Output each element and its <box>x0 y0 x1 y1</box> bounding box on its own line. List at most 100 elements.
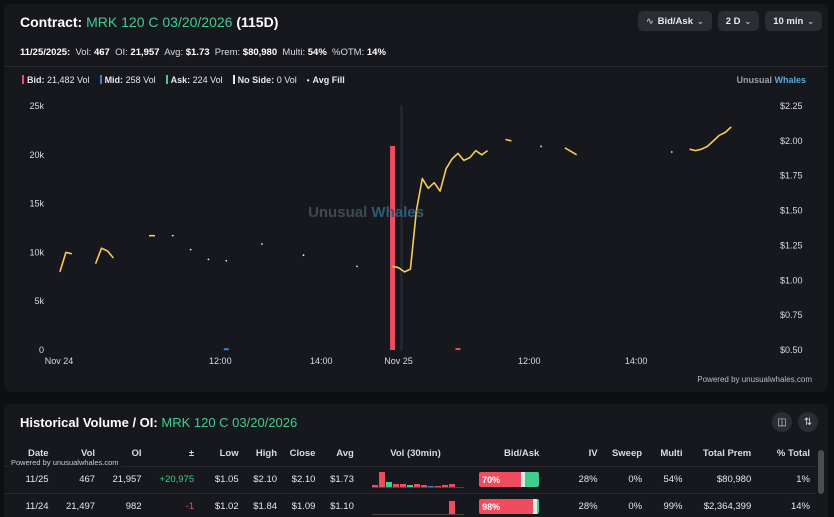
cell-high: $1.84 <box>244 492 284 517</box>
avg-fill-point <box>356 265 358 268</box>
cell-date: 11/24 <box>4 492 55 517</box>
cell-avg: $1.10 <box>321 492 360 517</box>
expand-icon[interactable]: ⇅ <box>798 412 818 432</box>
interval-dropdown[interactable]: 10 min ⌄ <box>765 11 822 31</box>
scrollbar[interactable] <box>818 450 824 494</box>
x-tick-label: 12:00 <box>518 356 541 366</box>
col-sweep[interactable]: Sweep <box>611 448 643 460</box>
stats-line: 11/25/2025: Vol: 467 OI: 21,957 Avg: $1.… <box>20 47 386 58</box>
col-vol[interactable]: Vol <box>80 448 96 460</box>
table-row[interactable]: 11/24 21,497 982 -1 $1.02 $1.84 $1.09 $1.10 98% 2… <box>4 492 816 517</box>
right-tick-label: $0.75 <box>780 310 803 320</box>
history-powered-by: Powered by unusualwhales.com <box>9 458 121 467</box>
chevron-down-icon: ⌄ <box>744 16 752 26</box>
chart-line-icon: ∿ <box>646 15 654 26</box>
table-row[interactable]: 11/25 467 21,957 +20,975 $1.05 $2.10 $2.10 $1.7… <box>4 465 816 493</box>
range-label: 2 D <box>725 15 741 27</box>
avg-fill-point <box>225 259 228 262</box>
prem-value: $80,980 <box>242 47 278 58</box>
legend-ask[interactable]: Ask: 224 Vol <box>165 75 223 85</box>
divider <box>4 66 828 67</box>
left-tick-label: 0 <box>39 345 44 355</box>
price-volume-chart[interactable]: 25k 20k 15k 10k 5k 0 $2.25 $2.00 $1.75 $1.50 $1.25… <box>4 92 828 392</box>
bid-ask-label: Bid/Ask <box>657 15 693 27</box>
cell-bidask: 70% <box>471 465 573 493</box>
cell-iv: 28% <box>572 465 604 493</box>
contract-name: MRK 120 C 03/20/2026 <box>86 14 233 30</box>
cell-multi: 54% <box>648 465 689 493</box>
avg-fill-point <box>189 248 192 251</box>
cell-chg: -1 <box>147 492 201 517</box>
columns-icon[interactable]: ◫ <box>772 412 792 432</box>
left-tick-label: 20k <box>29 150 44 160</box>
vol30-bar <box>441 485 448 487</box>
avg-label: Avg: <box>164 47 184 58</box>
x-tick-label: 14:00 <box>625 356 648 366</box>
cell-date: 11/25 <box>4 465 55 493</box>
chart-legend: Bid: 21,482 Vol Mid: 258 Vol Ask: 224 Vo… <box>22 75 345 85</box>
col-multi[interactable]: Multi <box>660 448 683 460</box>
cell-bidask: 98% <box>471 492 573 517</box>
cell-total: 14% <box>757 492 816 517</box>
cell-vol: 467 <box>54 465 102 493</box>
right-tick-label: $1.50 <box>780 206 803 216</box>
x-tick-label: 12:00 <box>209 356 232 366</box>
volume-bar-bid <box>455 348 461 351</box>
range-dropdown[interactable]: 2 D ⌄ <box>717 11 760 31</box>
cell-low: $1.02 <box>200 492 245 517</box>
contract-title: Contract: MRK 120 C 03/20/2026 (115D) <box>20 14 278 30</box>
avg-fill-line <box>59 251 72 273</box>
cell-vol30 <box>359 492 472 517</box>
legend-no-side[interactable]: No Side: 0 Vol <box>232 75 297 85</box>
vol-label: Vol: <box>75 47 92 58</box>
vol30-bar <box>413 483 420 487</box>
chevron-down-icon: ⌄ <box>807 16 814 26</box>
multi-value: 54% <box>307 47 327 58</box>
avg-value: $1.73 <box>185 47 210 58</box>
otm-value: 14% <box>366 47 386 58</box>
col-total-prem[interactable]: Total Prem <box>702 448 752 460</box>
col-close[interactable]: Close <box>289 448 316 460</box>
vol30-bar <box>406 485 413 487</box>
vol30-bar <box>378 471 385 487</box>
col-vol30[interactable]: Vol (30min) <box>390 448 441 460</box>
right-tick-label: $0.50 <box>780 345 803 355</box>
right-tick-label: $1.00 <box>780 275 803 285</box>
stats-date: 11/25/2025: <box>20 47 71 58</box>
legend-bid[interactable]: Bid: 21,482 Vol <box>22 75 90 85</box>
avg-fill-point <box>261 243 263 245</box>
avg-fill-point <box>207 258 210 261</box>
legend-mid[interactable]: Mid: 258 Vol <box>99 75 156 85</box>
col-bidask[interactable]: Bid/Ask <box>503 448 540 460</box>
contract-dte: (115D) <box>236 14 279 30</box>
history-panel: Historical Volume / OI: MRK 120 C 03/20/… <box>4 404 828 517</box>
avg-fill-point <box>302 254 305 257</box>
bid-ask-dropdown[interactable]: ∿ Bid/Ask ⌄ <box>638 11 712 31</box>
cell-avg: $1.73 <box>321 465 360 493</box>
avg-fill-line <box>689 126 732 152</box>
cell-prem: $80,980 <box>688 465 758 493</box>
cell-low: $1.05 <box>200 465 245 493</box>
col-pct-total[interactable]: % Total <box>776 448 810 460</box>
vol30-bar <box>448 501 455 514</box>
col-iv[interactable]: IV <box>588 448 598 460</box>
avg-fill-point <box>171 234 174 237</box>
col-change[interactable]: ± <box>188 448 195 460</box>
cell-iv: 28% <box>572 492 604 517</box>
history-table: Date Vol OI ± Low High Close Avg Vol (30… <box>4 442 816 517</box>
brand-logo: Unusual Whales <box>736 75 806 85</box>
col-oi[interactable]: OI <box>131 448 142 460</box>
bid-pct: 70% <box>479 472 522 487</box>
col-low[interactable]: Low <box>219 448 239 460</box>
table-header: Date Vol OI ± Low High Close Avg Vol (30… <box>4 442 816 466</box>
col-avg[interactable]: Avg <box>336 448 354 460</box>
vol30-bar <box>448 484 455 487</box>
history-contract: MRK 120 C 03/20/2026 <box>161 415 298 430</box>
col-high[interactable]: High <box>255 448 278 460</box>
cell-chg: +20,975 <box>147 465 201 493</box>
cell-oi: 982 <box>101 492 148 517</box>
cell-close: $1.09 <box>283 492 322 517</box>
bid-ask-bar: 98% <box>479 499 540 515</box>
legend-avg-fill[interactable]: • Avg Fill <box>306 75 345 85</box>
col-date[interactable]: Date <box>27 448 49 460</box>
